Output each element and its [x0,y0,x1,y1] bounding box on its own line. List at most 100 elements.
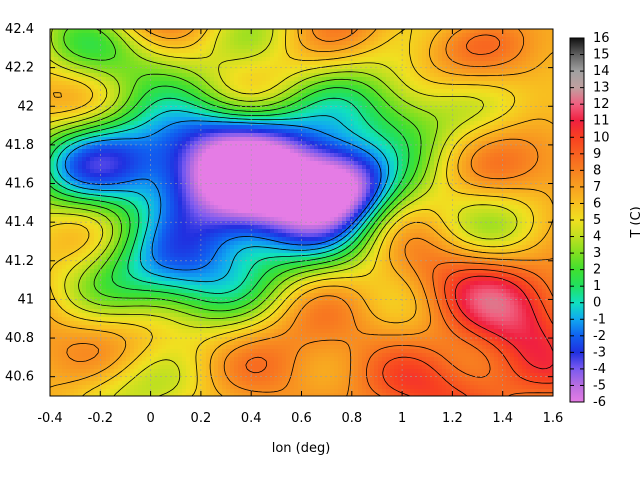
heatmap-cell [158,29,163,34]
heatmap-cell [350,137,355,142]
heatmap-cell [362,53,367,58]
heatmap-cell [422,57,427,62]
heatmap-cell [546,169,551,174]
heatmap-cell [86,129,91,134]
heatmap-cell [186,125,191,130]
heatmap-cell [286,165,291,170]
heatmap-cell [78,37,83,42]
heatmap-cell [94,153,99,158]
heatmap-cell [226,97,231,102]
heatmap-cell [114,37,119,42]
heatmap-cell [462,149,467,154]
heatmap-cell [218,157,223,162]
heatmap-cell [286,149,291,154]
heatmap-cell [202,121,207,126]
heatmap-cell [154,157,159,162]
heatmap-cell [398,125,403,130]
heatmap-cell [406,109,411,114]
heatmap-cell [158,85,163,90]
heatmap-cell [534,165,539,170]
heatmap-cell [262,145,267,150]
heatmap-cell [418,125,423,130]
heatmap-cell [246,49,251,54]
heatmap-cell [286,141,291,146]
heatmap-cell [390,109,395,114]
heatmap-cell [330,137,335,142]
heatmap-cell [134,45,139,50]
heatmap-cell [418,37,423,42]
heatmap-cell [546,149,551,154]
heatmap-cell [470,37,475,42]
heatmap-cell [198,129,203,134]
heatmap-cell [82,101,87,106]
heatmap-cell [542,177,547,182]
heatmap-cell [114,113,119,118]
heatmap-cell [150,169,155,174]
heatmap-cell [434,57,439,62]
heatmap-cell [274,109,279,114]
heatmap-cell [218,185,223,190]
heatmap-cell [150,113,155,118]
heatmap-cell [214,33,219,38]
heatmap-cell [370,133,375,138]
heatmap-cell [478,157,483,162]
heatmap-cell [402,157,407,162]
heatmap-cell [370,41,375,46]
heatmap-cell [322,33,327,38]
heatmap-cell [250,157,255,162]
heatmap-cell [242,41,247,46]
heatmap-cell [114,185,119,190]
heatmap-cell [434,133,439,138]
heatmap-cell [214,117,219,122]
heatmap-cell [130,161,135,166]
heatmap-cell [370,117,375,122]
heatmap-cell [238,125,243,130]
heatmap-cell [194,161,199,166]
heatmap-cell [274,97,279,102]
heatmap-cell [246,69,251,74]
heatmap-cell [458,109,463,114]
heatmap-cell [402,125,407,130]
heatmap-cell [98,105,103,110]
heatmap-cell [94,161,99,166]
heatmap-cell [494,153,499,158]
heatmap-cell [242,73,247,78]
heatmap-cell [106,37,111,42]
heatmap-cell [282,33,287,38]
heatmap-cell [526,153,531,158]
heatmap-cell [302,57,307,62]
heatmap-cell [186,173,191,178]
heatmap-cell [322,133,327,138]
heatmap-cell [466,153,471,158]
heatmap-cell [462,153,467,158]
heatmap-cell [178,113,183,118]
heatmap-cell [342,73,347,78]
heatmap-cell [282,161,287,166]
heatmap-cell [158,177,163,182]
heatmap-cell [482,53,487,58]
heatmap-cell [414,77,419,82]
heatmap-cell [102,93,107,98]
heatmap-cell [166,89,171,94]
heatmap-cell [218,121,223,126]
heatmap-cell [254,117,259,122]
heatmap-cell [374,65,379,70]
heatmap-cell [374,105,379,110]
heatmap-cell [334,161,339,166]
heatmap-cell [390,33,395,38]
heatmap-cell [126,113,131,118]
heatmap-cell [114,121,119,126]
heatmap-cell [266,117,271,122]
heatmap-cell [230,33,235,38]
heatmap-cell [434,41,439,46]
heatmap-cell [118,185,123,190]
heatmap-cell [382,69,387,74]
heatmap-cell [398,41,403,46]
heatmap-cell [454,65,459,70]
heatmap-cell [322,81,327,86]
heatmap-cell [310,169,315,174]
heatmap-cell [478,61,483,66]
heatmap-cell [314,61,319,66]
heatmap-cell [142,61,147,66]
heatmap-cell [174,113,179,118]
